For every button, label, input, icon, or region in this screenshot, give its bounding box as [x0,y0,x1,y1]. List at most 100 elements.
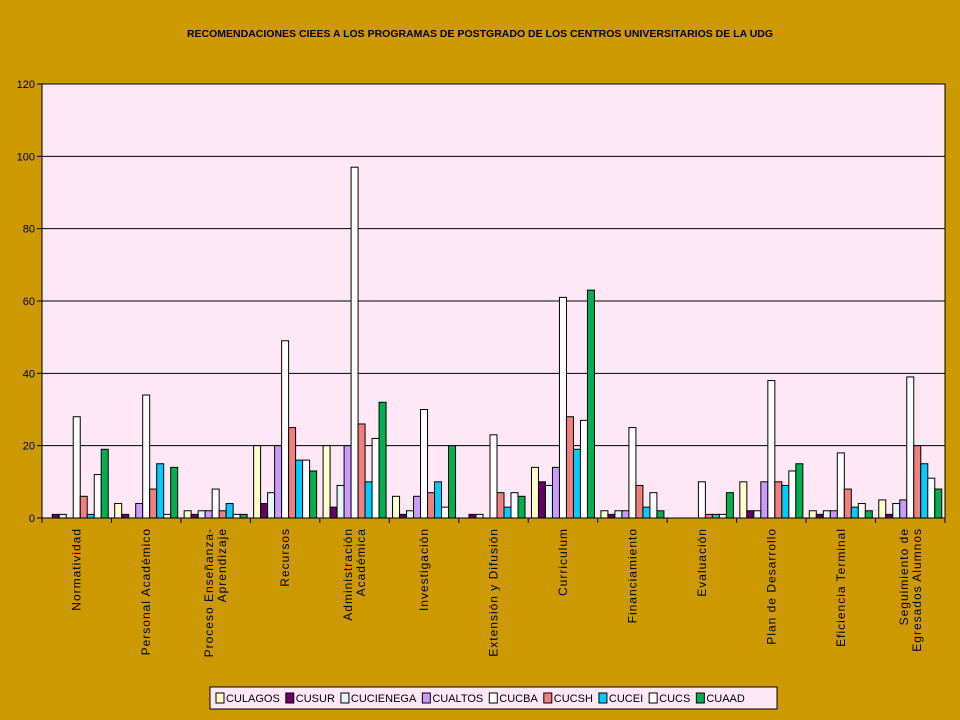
bar-cucienega [753,510,762,519]
bar-cucsh [496,492,505,519]
bar-cusur [537,481,546,519]
category-labels: Normatividad Personal Académico Proceso En… [70,528,924,657]
category-label: Egresados Alumnos [910,528,924,652]
category-label: Plan de Desarrollo [764,528,778,645]
bar-cucei [850,506,859,519]
bar-cucsh [427,492,436,519]
axes [37,83,946,523]
bar-culagos [114,503,123,519]
bar-cucei [225,503,234,519]
category-label: Extensión y Difusión [487,528,501,657]
bar-cucba [558,296,567,519]
bar-cualtos [899,499,908,519]
bar-cucsh [843,488,852,519]
bar-cucba [906,376,915,519]
bar-cusur [815,513,824,519]
bar-cucs [788,470,797,519]
legend-label: CUCS [659,693,690,705]
bar-cucba [142,394,151,519]
legend-swatch [488,692,498,704]
y-tick-label: 60 [23,296,35,308]
bar-cucei [364,481,373,519]
bar-cucba [628,427,637,519]
bar-cuaad [309,470,318,519]
bar-cusur [399,513,408,519]
bar-cucs [302,459,311,519]
bar-cucsh [79,495,88,519]
bar-cucienega [336,484,345,519]
bar-culagos [322,445,331,519]
bar-cucsh [774,481,783,519]
bar-cucsh [635,484,644,519]
bar-cucei [642,506,651,519]
bar-cualtos [413,495,422,519]
category-label: Proceso Enseñanza- [202,528,216,657]
category-label: Seguimiento de [897,528,911,625]
bar-cucei [920,463,929,519]
bar-cucsh [704,513,713,519]
bar-cusur [746,510,755,519]
category-label: Recursos [278,528,292,587]
bar-cucs [441,506,450,519]
bar-cucs [232,513,241,519]
bar-cucienega [544,484,553,519]
y-tick-label: 100 [17,151,35,163]
category-label: Académica [354,528,368,596]
bar-cuaad [239,513,248,519]
bar-cuaad [725,492,734,519]
category-label: Administración [341,528,355,621]
bar-cusur [468,513,477,519]
bar-cucei [711,513,720,519]
legend-swatch [215,692,225,704]
bar-cuaad [795,463,804,519]
bar-cuaad [586,289,595,519]
bars [51,166,943,519]
y-tick-label: 120 [17,79,35,91]
bar-cucei [572,448,581,519]
legend-swatch [543,692,553,704]
category-label: Personal Académico [139,528,153,655]
legend-swatch [598,692,608,704]
bar-cucsh [913,445,922,519]
category-label: Evaluación [695,528,709,597]
legend-label: CUAAD [706,693,745,705]
y-tick-label: 0 [29,513,35,525]
bar-cucei [156,463,165,519]
y-tick-label: 20 [23,441,35,453]
bar-cusur [121,513,130,519]
bar-cucs [510,492,519,519]
bar-cualtos [760,481,769,519]
bar-cuaad [100,448,109,519]
bar-cuaad [934,488,943,519]
bar-cucba [697,481,706,519]
bar-cusur [51,513,60,519]
bar-culagos [600,510,609,519]
bar-cuaad [448,445,457,519]
bar-cucs [371,437,380,519]
bar-cucienega [892,503,901,519]
bar-cucei [781,484,790,519]
bar-cucba [72,416,81,519]
category-label: Eficiencia Terminal [834,528,848,647]
bar-cusur [190,513,199,519]
bar-culagos [808,510,817,519]
bar-cualtos [274,445,283,519]
bar-cucienega [406,510,415,519]
bar-cualtos [829,510,838,519]
bar-cucei [503,506,512,519]
legend-swatch [421,692,431,704]
legend-label: CUCIENEGA [351,693,417,705]
legend-swatch [285,692,295,704]
bar-cucienega [822,510,831,519]
bar-cualtos [551,466,560,519]
gridlines [42,155,945,447]
bar-cucei [86,513,95,519]
bar-culagos [253,445,262,519]
bar-cucba [767,380,776,519]
legend-label: CUSUR [296,693,335,705]
bar-cuaad [378,401,387,519]
legend-swatch [695,692,705,704]
bar-cusur [607,513,616,519]
